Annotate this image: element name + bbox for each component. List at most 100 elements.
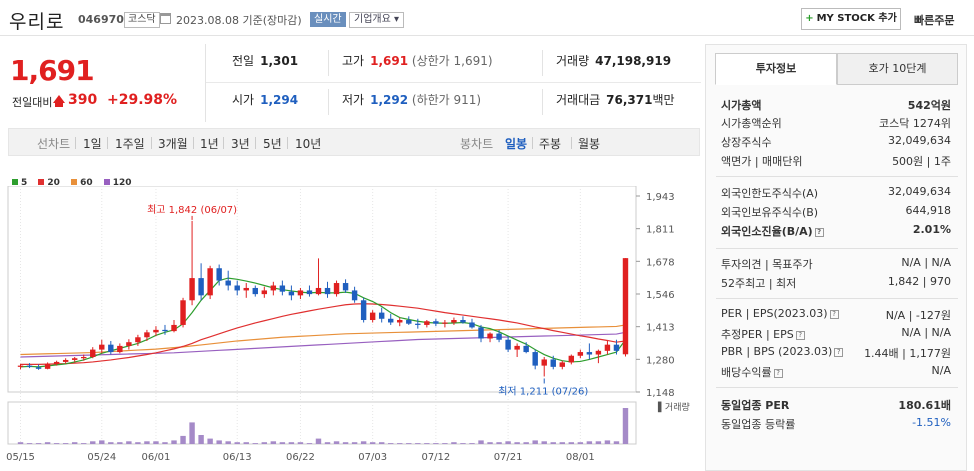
tab-1year[interactable]: 1년	[200, 137, 219, 151]
tab-1week[interactable]: 1주일	[115, 137, 145, 151]
candle-body	[207, 268, 213, 296]
high-annotation: 최고 1,842 (06/07)	[147, 204, 237, 216]
market-badge: 코스닥	[124, 12, 160, 28]
industry-per-label: 동일업종 PER	[721, 399, 790, 412]
add-mystock-label: MY STOCK 추가	[816, 13, 897, 24]
candle-body	[550, 359, 556, 367]
market-cap-rank-label: 시가총액순위	[721, 117, 782, 130]
low-annotation: 최저 1,211 (07/26)	[498, 385, 588, 397]
candle-body	[568, 355, 575, 363]
upper-limit: (상한가 1,691)	[411, 54, 493, 68]
candle-body	[351, 290, 358, 301]
opinion-target-value: N/A | N/A	[901, 256, 951, 269]
candle-body	[117, 345, 123, 353]
per-eps-label: PER | EPS(2023.03)?	[721, 307, 839, 320]
volume-bar	[577, 442, 584, 444]
tab-weekly[interactable]: 주봉	[539, 137, 562, 151]
volume-bar	[207, 438, 213, 444]
foreign-holding-label: 외국인보유주식수(B)	[721, 206, 819, 219]
tab-3month[interactable]: 3개월	[158, 137, 188, 151]
candle-body	[487, 333, 493, 339]
volume-bar	[586, 441, 593, 444]
candle-body	[216, 268, 222, 281]
candle-body	[360, 300, 367, 321]
volume-bar	[333, 441, 340, 444]
quick-order-button[interactable]: 빠른주문	[914, 14, 955, 27]
info-row-listed-shares: 상장주식수 32,049,634	[721, 134, 951, 152]
tab-line-chart[interactable]: 선차트	[37, 137, 71, 151]
volume-bar	[505, 441, 511, 444]
tab-1day[interactable]: 1일	[83, 137, 102, 151]
tab-monthly[interactable]: 월봉	[578, 137, 601, 151]
volume-bar	[62, 443, 69, 444]
pbr-bps-label: PBR | BPS (2023.03)?	[721, 345, 844, 358]
help-icon[interactable]: ?	[773, 368, 783, 378]
help-icon[interactable]: ?	[829, 309, 839, 319]
volume-bar	[442, 443, 448, 444]
add-mystock-button[interactable]: + MY STOCK 추가	[801, 8, 901, 30]
volume-bar	[117, 442, 123, 444]
candle-body	[478, 327, 484, 339]
candle-body	[162, 329, 168, 332]
info-row-industry-change: 동일업종 등락률 -1.51%	[721, 416, 951, 434]
opinion-target-label: 투자의견 | 목표주가	[721, 258, 813, 271]
info-row-market-cap-rank: 시가총액순위 코스닥 1274위	[721, 115, 951, 133]
x-tick-label: 07/03	[358, 452, 387, 463]
candle-body	[261, 290, 268, 295]
prev-close-value: 1,301	[260, 54, 299, 68]
tab-order-book[interactable]: 호가 10단계	[837, 53, 958, 85]
help-icon[interactable]: ?	[814, 227, 824, 237]
candle-body	[35, 367, 42, 369]
candle-body	[189, 278, 195, 301]
volume-bar	[189, 422, 195, 444]
help-icon[interactable]: ?	[795, 330, 805, 340]
industry-change-label: 동일업종 등락률	[721, 418, 796, 431]
tab-daily[interactable]: 일봉	[505, 137, 528, 151]
candle-body	[505, 339, 511, 350]
candle-body	[252, 287, 258, 295]
volume-value: 47,198,919	[595, 54, 672, 68]
listed-shares-label: 상장주식수	[721, 136, 772, 149]
volume-bar	[351, 442, 358, 444]
volume-bar	[523, 442, 529, 444]
candlestick-chart[interactable]: 1,943 1,811 1,678 1,546 1,413 1,280 1,148 05/15…	[0, 186, 700, 471]
high-value: 1,691	[370, 54, 409, 68]
help-icon[interactable]: ?	[834, 347, 844, 357]
plus-icon: +	[805, 13, 814, 24]
tab-investment-info[interactable]: 투자정보	[715, 53, 837, 85]
foreign-limit-value: 32,049,634	[888, 185, 951, 198]
up-arrow-icon	[53, 95, 65, 103]
candle-body	[451, 320, 457, 323]
candle-body	[306, 290, 313, 295]
candle-body	[415, 323, 421, 325]
company-info-dropdown[interactable]: 기업개요 ▾	[349, 12, 404, 28]
info-row-market-cap: 시가총액 542억원	[721, 97, 951, 115]
legend-ma5: 5	[12, 178, 27, 188]
volume-bar	[613, 441, 620, 444]
pbr-bps-value: 1.44배 | 1,177원	[864, 347, 951, 360]
low-label: 저가	[342, 93, 365, 107]
tab-10year[interactable]: 10년	[295, 137, 322, 151]
info-row-est-per-eps: 추정PER | EPS? N/A | N/A	[721, 326, 951, 344]
trade-amount-label: 거래대금	[556, 93, 601, 107]
volume-bar	[144, 441, 150, 444]
industry-per-value: 180.61배	[898, 399, 951, 412]
candle-body	[108, 344, 114, 353]
candle-body	[71, 358, 78, 360]
tab-5year[interactable]: 5년	[263, 137, 282, 151]
candle-body	[532, 352, 538, 366]
candle-body	[586, 352, 593, 355]
prev-close-label: 전일	[232, 54, 255, 68]
candle-body	[595, 350, 602, 355]
y-tick-label: 1,280	[646, 355, 675, 366]
listed-shares-value: 32,049,634	[888, 134, 951, 147]
tab-3year[interactable]: 3년	[231, 137, 250, 151]
realtime-button[interactable]: 실시간	[310, 12, 346, 27]
volume-bar	[17, 442, 24, 444]
market-cap-label: 시가총액	[721, 99, 762, 112]
tab-candle-chart[interactable]: 봉차트	[460, 137, 494, 151]
volume-bar	[44, 442, 51, 444]
candle-body	[333, 283, 340, 295]
candle-body	[198, 278, 204, 296]
volume-bar	[234, 442, 240, 444]
